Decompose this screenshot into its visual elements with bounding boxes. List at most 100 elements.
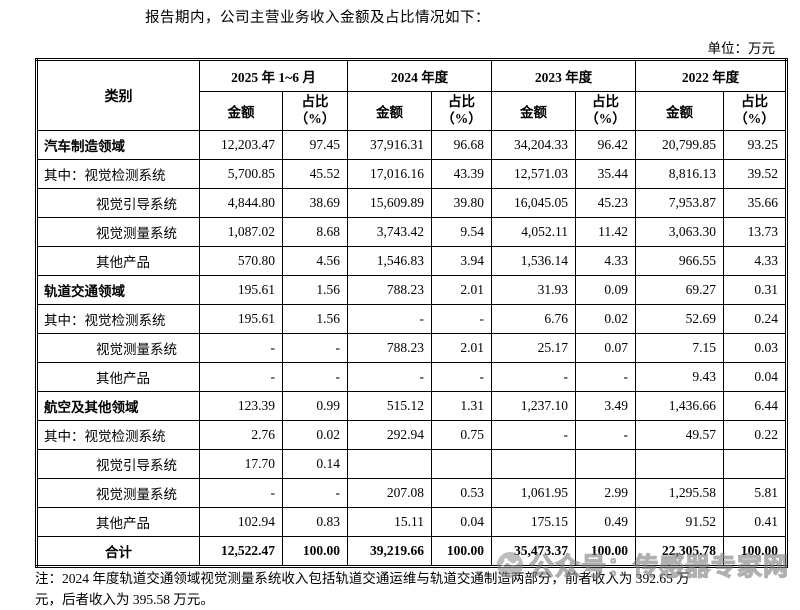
value-cell: 100.00	[282, 536, 348, 567]
ratio-label: 占比	[592, 94, 619, 110]
value-cell: 6.44	[723, 391, 787, 421]
value-cell: 2.76	[199, 420, 283, 450]
row-label: 视觉测量系统	[36, 333, 200, 363]
value-cell: 39.80	[431, 188, 492, 218]
value-cell: 1.31	[431, 391, 492, 421]
value-cell: 69.27	[635, 275, 724, 305]
value-cell: 8,816.13	[635, 159, 724, 189]
value-cell: 96.42	[575, 130, 636, 160]
value-cell: 1,536.14	[491, 246, 576, 276]
value-cell: 3.94	[431, 246, 492, 276]
value-cell	[491, 449, 576, 479]
value-cell: 11.42	[575, 217, 636, 247]
value-cell: 100.00	[575, 536, 636, 567]
value-cell: 17.70	[199, 449, 283, 479]
col-group-2022: 2022 年度	[635, 59, 787, 92]
table-row: 合计 12,522.47 100.00 39,219.66 100.00 35,473.3…	[36, 536, 787, 567]
value-cell: 515.12	[347, 391, 432, 421]
value-cell: 3,743.42	[347, 217, 432, 247]
row-label: 合计	[36, 536, 200, 567]
value-cell: 2.01	[431, 333, 492, 363]
value-cell: 0.49	[575, 507, 636, 537]
value-cell: 5.81	[723, 478, 787, 508]
value-cell: 4.56	[282, 246, 348, 276]
value-cell: 35.44	[575, 159, 636, 189]
value-cell: 34,204.33	[491, 130, 576, 160]
table-row: 视觉测量系统 - -207.08 0.53 1,061.95 2.99 1,295.58 5.…	[36, 478, 787, 508]
value-cell: 38.69	[282, 188, 348, 218]
table-row: 其他产品 102.94 0.83 15.11 0.04 175.15 0.49 91.52 0.…	[36, 507, 787, 537]
value-cell: 0.99	[282, 391, 348, 421]
value-cell: 100.00	[723, 536, 787, 567]
col-header-amount: 金额	[199, 91, 283, 131]
footnote-line-1: 注：2024 年度轨道交通领域视觉测量系统收入包括轨道交通运维与轨道交通制造两部…	[35, 571, 690, 586]
row-label: 视觉引导系统	[36, 449, 200, 479]
row-label: 其他产品	[36, 507, 200, 537]
table-row: 其中：视觉检测系统 5,700.85 45.52 17,016.16 43.39 12,5…	[36, 159, 787, 189]
value-cell: 35,473.37	[491, 536, 576, 567]
unit-label: 单位：万元	[707, 41, 776, 56]
row-label: 视觉测量系统	[36, 217, 200, 247]
value-cell: 25.17	[491, 333, 576, 363]
table-row: 视觉测量系统 - -788.23 2.01 25.17 0.07 7.15 0.03	[36, 333, 787, 363]
col-group-2024: 2024 年度	[347, 59, 492, 92]
col-header-ratio: 占比 （%）	[431, 91, 492, 131]
value-cell: -	[282, 333, 348, 363]
value-cell: 13.73	[723, 217, 787, 247]
col-header-ratio: 占比 （%）	[575, 91, 636, 131]
col-header-category: 类别	[36, 59, 200, 131]
value-cell: 39,219.66	[347, 536, 432, 567]
value-cell	[347, 449, 432, 479]
value-cell: 788.23	[347, 275, 432, 305]
value-cell: 1,061.95	[491, 478, 576, 508]
ratio-paren: （%）	[441, 111, 482, 126]
value-cell: 0.02	[282, 420, 348, 450]
value-cell: -	[199, 362, 283, 392]
footnote-line-2: 元，后者收入为 395.58 万元。	[35, 592, 214, 607]
table-row: 其中：视觉检测系统 195.61 1.56- -6.76 0.02 52.69 0.24	[36, 304, 787, 334]
value-cell: -	[431, 362, 492, 392]
value-cell: 4,844.80	[199, 188, 283, 218]
value-cell: 123.39	[199, 391, 283, 421]
value-cell: 1,237.10	[491, 391, 576, 421]
value-cell: 91.52	[635, 507, 724, 537]
value-cell: 16,045.05	[491, 188, 576, 218]
value-cell: 12,522.47	[199, 536, 283, 567]
value-cell: 102.94	[199, 507, 283, 537]
value-cell: 0.07	[575, 333, 636, 363]
value-cell: -	[347, 362, 432, 392]
value-cell: 0.09	[575, 275, 636, 305]
table-row: 其他产品 570.80 4.56 1,546.83 3.94 1,536.14 4.33 96…	[36, 246, 787, 276]
table-row: 汽车制造领域 12,203.47 97.45 37,916.31 96.68 34,204…	[36, 130, 787, 160]
value-cell	[431, 449, 492, 479]
table-body: 汽车制造领域 12,203.47 97.45 37,916.31 96.68 34,204…	[36, 130, 787, 567]
value-cell: -	[491, 420, 576, 450]
table-header-measures: 金额 占比 （%） 金额 占比 （%） 金额 占比 （%） 金额 占比 （%）	[37, 91, 787, 131]
value-cell: 93.25	[723, 130, 787, 160]
table-row: 航空及其他领域 123.39 0.99 515.12 1.31 1,237.10 3.49 1…	[36, 391, 787, 421]
row-label: 视觉测量系统	[36, 478, 200, 508]
value-cell: 0.53	[431, 478, 492, 508]
value-cell: 5,700.85	[199, 159, 283, 189]
value-cell: 7.15	[635, 333, 724, 363]
value-cell: 0.04	[723, 362, 787, 392]
value-cell: 45.23	[575, 188, 636, 218]
value-cell: -	[575, 420, 636, 450]
value-cell: 207.08	[347, 478, 432, 508]
row-label: 视觉引导系统	[36, 188, 200, 218]
col-header-amount: 金额	[491, 91, 576, 131]
value-cell: -	[199, 333, 283, 363]
value-cell: 52.69	[635, 304, 724, 334]
value-cell: 31.93	[491, 275, 576, 305]
value-cell: 37,916.31	[347, 130, 432, 160]
table-header-years: 类别 2025 年 1~6 月 2024 年度 2023 年度 2022 年度	[36, 59, 787, 131]
value-cell: 4.33	[723, 246, 787, 276]
value-cell: -	[282, 362, 348, 392]
value-cell: 4,052.11	[491, 217, 576, 247]
row-label: 轨道交通领域	[36, 275, 200, 305]
value-cell: 1.56	[282, 275, 348, 305]
value-cell: 0.24	[723, 304, 787, 334]
ratio-label: 占比	[448, 94, 475, 110]
value-cell	[723, 449, 787, 479]
value-cell: 2.99	[575, 478, 636, 508]
